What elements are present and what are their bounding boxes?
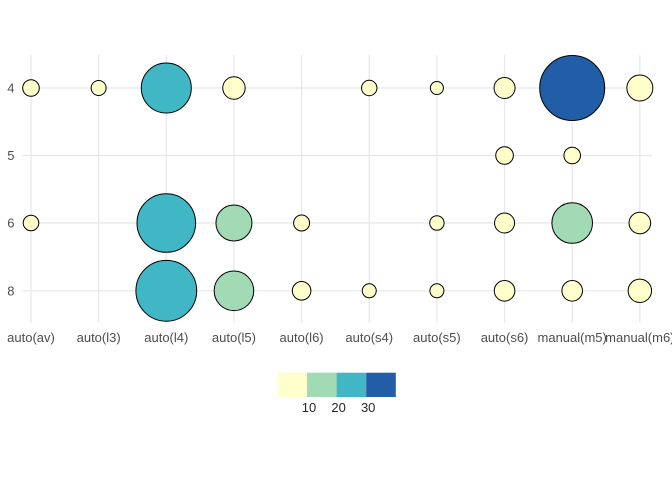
bubble-manualm5-cyl5 — [563, 146, 582, 165]
bubble-manualm5-cyl4 — [539, 55, 606, 121]
bubble-autos5-cyl4 — [429, 81, 444, 95]
bubble-autol5-cyl6 — [215, 204, 253, 242]
y-tick-label: 5 — [7, 148, 14, 163]
legend-swatch — [336, 372, 367, 397]
x-tick-label: auto(av) — [7, 330, 55, 345]
y-tick-label: 4 — [7, 81, 14, 96]
bubble-autol4-cyl8 — [135, 259, 198, 322]
x-tick-label: auto(l4) — [144, 330, 188, 345]
bubble-autos6-cyl5 — [495, 146, 514, 165]
bubble-autos4-cyl8 — [361, 283, 377, 299]
bubble-autos5-cyl8 — [429, 283, 445, 299]
legend-tick-label: 20 — [331, 400, 345, 415]
bubble-manualm5-cyl8 — [561, 280, 584, 302]
bubble-autol4-cyl4 — [140, 62, 192, 114]
y-tick-label: 8 — [7, 283, 14, 298]
x-tick-label: auto(s5) — [413, 330, 461, 345]
bubble-autoav-cyl6 — [22, 214, 40, 232]
x-tick-label: auto(l3) — [77, 330, 121, 345]
bubble-manualm6-cyl8 — [627, 278, 653, 303]
bubble-autos6-cyl4 — [493, 77, 516, 99]
bubble-manualm6-cyl4 — [626, 74, 654, 102]
legend-swatch — [277, 372, 307, 397]
bubble-autos5-cyl6 — [429, 215, 445, 231]
legend-swatch — [366, 372, 396, 397]
bubble-autol5-cyl4 — [222, 76, 246, 100]
legend-swatch — [307, 372, 337, 397]
legend-tick-label: 30 — [361, 400, 375, 415]
bubble-autos4-cyl4 — [361, 79, 378, 97]
x-tick-label: manual(m5) — [538, 330, 607, 345]
x-tick-label: auto(s4) — [345, 330, 393, 345]
bubble-manualm5-cyl6 — [551, 202, 594, 244]
bubble-autol6-cyl8 — [291, 281, 312, 301]
bubble-autol3-cyl4 — [90, 80, 107, 96]
bubble-autol6-cyl6 — [293, 214, 311, 232]
bubble-autoav-cyl4 — [22, 79, 40, 97]
bubble-autos6-cyl8 — [493, 280, 516, 302]
x-tick-label: auto(s6) — [481, 330, 529, 345]
x-tick-label: auto(l6) — [280, 330, 324, 345]
bubble-autol5-cyl8 — [213, 270, 255, 312]
bubble-autol4-cyl6 — [136, 193, 197, 253]
x-tick-label: auto(l5) — [212, 330, 256, 345]
legend-tick-label: 10 — [302, 400, 316, 415]
x-tick-label: manual(m6) — [605, 330, 672, 345]
bubble-manualm6-cyl6 — [628, 211, 652, 235]
bubble-autos6-cyl6 — [494, 212, 516, 234]
y-tick-label: 6 — [7, 216, 14, 231]
